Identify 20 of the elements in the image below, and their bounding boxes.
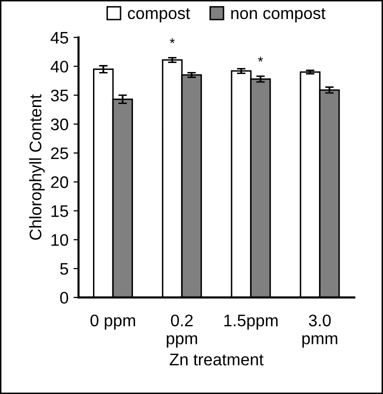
y-tick-label: 20 <box>51 176 68 188</box>
y-tick-label: 10 <box>52 234 68 246</box>
x-tick-label: 0 ppm <box>90 314 136 330</box>
y-tick-label: 25 <box>51 147 68 160</box>
y-tick-label: 40 <box>50 60 68 73</box>
y-axis-title: Chlorophyll Content <box>29 94 45 240</box>
legend-label: compost <box>128 8 190 22</box>
annotation: * <box>170 38 175 44</box>
y-tick-label: 15 <box>52 205 68 217</box>
legend-label: non compost <box>231 8 326 22</box>
x-axis-title: Zn treatment <box>170 354 264 366</box>
annotation: * <box>258 56 263 62</box>
y-tick-label: 30 <box>50 118 68 130</box>
y-tick-label: 0 <box>60 292 68 304</box>
x-tick-label: 0.2 ppm <box>166 314 198 348</box>
y-tick-label: 35 <box>50 90 68 102</box>
y-tick-label: 45 <box>50 32 68 44</box>
x-tick-label: 3.0 pmm <box>302 314 338 348</box>
y-tick-label: 5 <box>60 263 68 275</box>
x-tick-label: 1.5ppm <box>224 314 278 330</box>
